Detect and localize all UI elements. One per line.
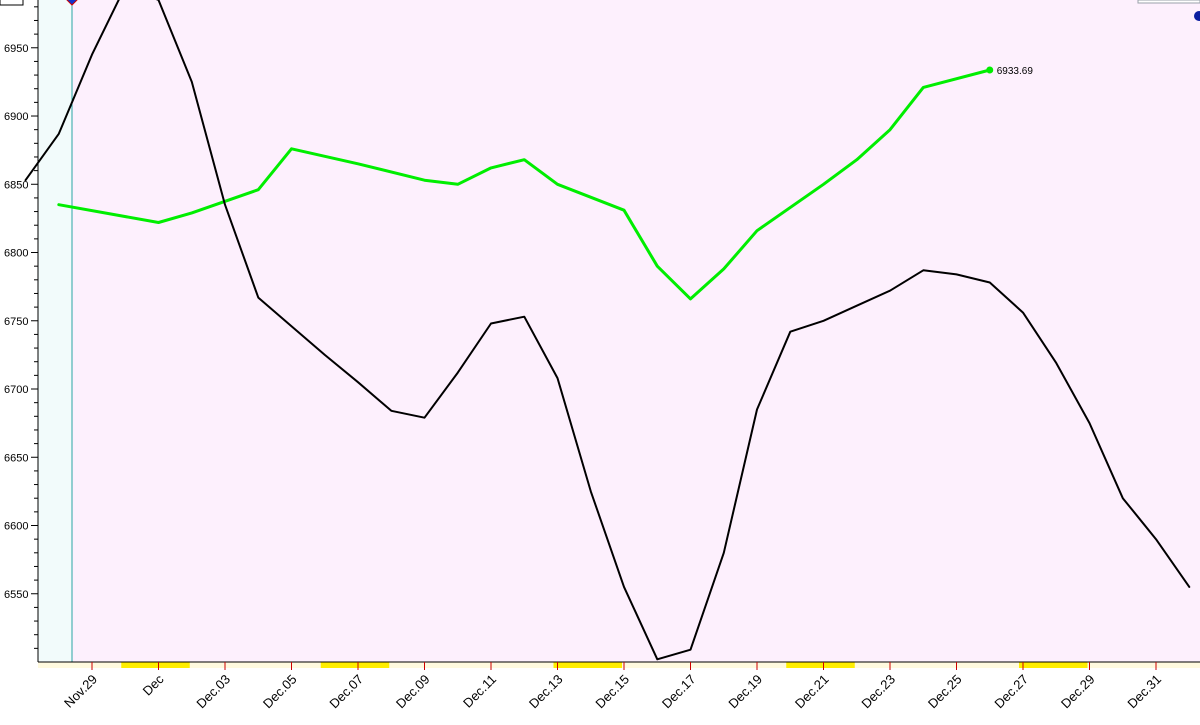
cursor-marker-icon[interactable] bbox=[66, 0, 78, 6]
y-tick-label: 6950 bbox=[4, 43, 28, 55]
series-layer: 6933.69 bbox=[24, 0, 1191, 661]
last-value-label: 6933.69 bbox=[997, 66, 1034, 77]
x-axis-band bbox=[553, 662, 622, 668]
y-tick-label: 6900 bbox=[4, 111, 28, 123]
last-value-point bbox=[986, 66, 994, 74]
overlay-layer bbox=[0, 0, 1200, 21]
plot-area bbox=[38, 0, 1200, 662]
series-line bbox=[24, 0, 1191, 661]
scroll-handle-icon[interactable] bbox=[1194, 11, 1200, 21]
x-axis-band bbox=[320, 662, 390, 668]
x-axis-band bbox=[121, 662, 190, 668]
left-shaded-band bbox=[38, 0, 72, 662]
y-tick-label: 6850 bbox=[4, 179, 28, 191]
y-tick-label: 6800 bbox=[4, 248, 28, 260]
y-tick-label: 6700 bbox=[4, 384, 28, 396]
y-tick-label: 6650 bbox=[4, 452, 28, 464]
y-tick-label: 6600 bbox=[4, 521, 28, 533]
x-axis-band bbox=[1019, 662, 1088, 668]
series-line bbox=[57, 68, 992, 301]
top-left-box bbox=[0, 0, 24, 6]
y-axis: 6550 6600 6650 6700 6750 6800 6850 6900 6950 bbox=[4, 6, 38, 649]
y-tick-label: 6550 bbox=[4, 589, 28, 601]
y-tick-label: 6750 bbox=[4, 316, 28, 328]
top-right-panel bbox=[1137, 0, 1200, 4]
x-axis-band bbox=[786, 662, 855, 668]
